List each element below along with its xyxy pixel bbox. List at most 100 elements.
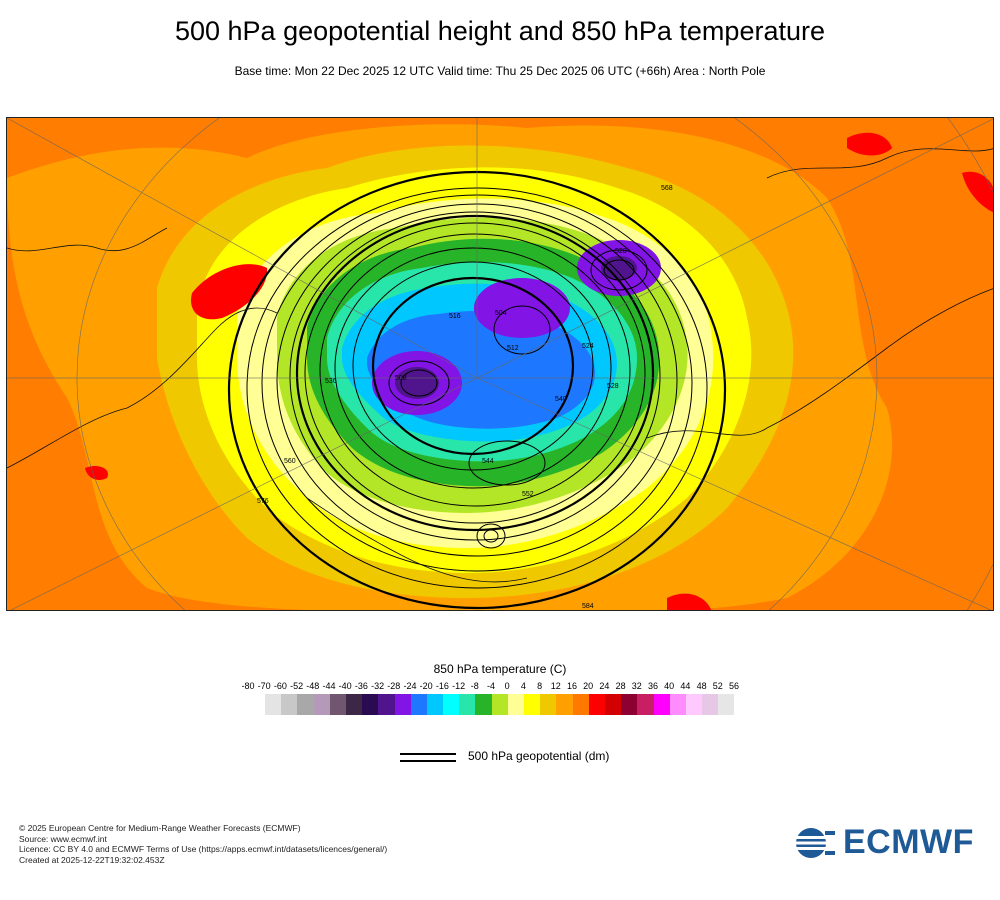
legend-swatch	[685, 694, 703, 715]
legend-tick-label: -12	[452, 681, 466, 691]
geopotential-legend: 500 hPa geopotential (dm)	[398, 748, 658, 768]
credit-created: Created at 2025-12-22T19:32:02.453Z	[19, 854, 165, 865]
credit-licence: Licence: CC BY 4.0 and ECMWF Terms of Us…	[19, 844, 388, 854]
legend-tick-label: -80	[241, 681, 255, 691]
geopotential-legend-label: 500 hPa geopotential (dm)	[468, 749, 610, 763]
contour-label: 536	[325, 378, 337, 385]
legend-swatch	[556, 694, 573, 715]
map-panel: 520 504 512 508 528 516 524 540 536 544 …	[6, 117, 994, 611]
contour-label: 552	[522, 491, 534, 498]
contour-label: 524	[582, 343, 594, 350]
graticule-meridian	[7, 118, 478, 379]
contour-ring	[388, 360, 450, 406]
contour-label: 508	[395, 375, 407, 382]
legend-swatch	[265, 694, 282, 715]
coastlines	[7, 148, 993, 583]
ecmwf-logo: ECMWF	[795, 823, 985, 863]
legend-swatch	[475, 694, 492, 715]
legend-tick-label: 8	[537, 681, 543, 691]
legend-tick-label: -60	[273, 681, 287, 691]
legend-tick-label: -28	[387, 681, 401, 691]
legend-tick-label: 32	[631, 681, 642, 691]
legend-swatch	[540, 694, 557, 715]
cold-core-2	[474, 278, 570, 338]
legend-tick-label: 0	[504, 681, 510, 691]
contour-label: 520	[615, 248, 627, 255]
coastline	[7, 307, 278, 469]
coastline	[646, 288, 993, 439]
contour-ring	[352, 261, 594, 471]
contour-ring	[334, 247, 612, 489]
contour-label: 544	[482, 458, 494, 465]
geopotential-line-sample	[400, 753, 456, 755]
legend-tick-label: 52	[712, 681, 723, 691]
contour-label: 516	[449, 313, 461, 320]
credits: © 2025 European Centre for Medium-Range …	[19, 823, 387, 865]
legend-tick-label: 56	[728, 681, 739, 691]
contour-label: 540	[555, 396, 567, 403]
chart-subtitle: Base time: Mon 22 Dec 2025 12 UTC Valid …	[234, 64, 766, 78]
contour-bold	[371, 276, 575, 456]
legend-swatch	[604, 694, 622, 715]
coastline	[766, 148, 993, 179]
map-svg: 520 504 512 508 528 516 524 540 536 544 …	[7, 118, 993, 610]
legend-swatch	[524, 694, 541, 715]
ecmwf-logo-text: ECMWF	[843, 823, 974, 861]
legend-tick-label: -8	[470, 681, 479, 691]
contour-ring	[304, 222, 646, 524]
contour-label: 504	[495, 310, 507, 317]
legend-swatch	[297, 694, 314, 715]
graticule-meridian	[476, 377, 992, 610]
legend-swatch	[653, 694, 670, 715]
contour-bold	[295, 214, 655, 532]
legend-tick-label: -32	[371, 681, 385, 691]
graticule	[7, 118, 993, 610]
legend-swatch	[378, 694, 395, 715]
hot-patch-sw	[85, 466, 108, 480]
credit-copyright: © 2025 European Centre for Medium-Range …	[19, 823, 301, 833]
legend-tick-label: 20	[583, 681, 594, 691]
legend-swatch	[313, 694, 330, 715]
hot-patch-ne	[847, 132, 892, 156]
contour-label-group: 520 504 512 508 528 516 524 540 536 544 …	[257, 185, 673, 610]
legend-swatch	[588, 694, 605, 715]
legend-swatch	[669, 694, 686, 715]
legend-tick-label: -4	[486, 681, 495, 691]
legend-swatch	[281, 694, 298, 715]
geopotential-line-sample	[400, 760, 456, 762]
legend-swatch	[491, 694, 508, 715]
legend-swatch	[329, 694, 346, 715]
legend-swatch	[443, 694, 460, 715]
temperature-legend-ticks: -80 -70 -60 -52 -48 -44 -40 -36 -32 -28 -24 -20 -16-…	[240, 681, 760, 693]
legend-swatch	[410, 694, 427, 715]
legend-swatch	[426, 694, 444, 715]
temperature-legend-swatches	[265, 694, 735, 715]
hot-patch-s	[667, 593, 712, 610]
chart-title: 500 hPa geopotential height and 850 hPa …	[174, 16, 825, 46]
contour-label: 560	[284, 458, 296, 465]
legend-swatch	[718, 694, 735, 715]
contour-ring	[476, 523, 506, 549]
hot-patch-west	[191, 264, 268, 320]
contour-label: 584	[582, 603, 594, 610]
legend-tick-label: -52	[290, 681, 304, 691]
legend-tick-label: -36	[354, 681, 368, 691]
contour-ring	[468, 440, 546, 486]
legend-tick-label: -44	[322, 681, 336, 691]
legend-swatch	[362, 694, 379, 715]
contour-label: 512	[507, 345, 519, 352]
legend-swatch	[702, 694, 719, 715]
contour-label: 568	[661, 185, 673, 192]
coastline	[7, 227, 168, 252]
legend-tick-label: -16	[435, 681, 449, 691]
credit-source: Source: www.ecmwf.int	[19, 833, 107, 844]
legend-swatch	[507, 694, 524, 715]
legend-swatch	[394, 694, 411, 715]
legend-tick-label: -40	[338, 681, 352, 691]
legend-tick-label: -70	[257, 681, 271, 691]
legend-tick-label: 24	[599, 681, 610, 691]
contour-ring	[590, 249, 648, 291]
legend-tick-label: 36	[647, 681, 658, 691]
legend-tick-label: -24	[403, 681, 417, 691]
contour-label: 528	[607, 383, 619, 390]
